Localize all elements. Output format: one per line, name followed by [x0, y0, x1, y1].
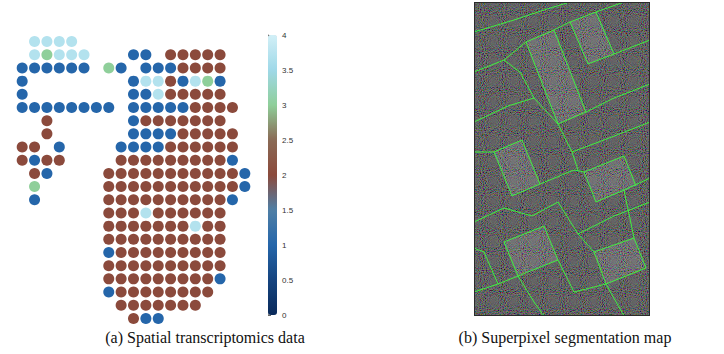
svg-text:3.5: 3.5 [282, 66, 294, 75]
svg-text:2: 2 [282, 171, 287, 180]
html-text:(b) Superpixel segmentation ma: (b) Superpixel segmentation map [458, 329, 672, 346]
svg-text:1: 1 [282, 241, 287, 250]
svg-text:3: 3 [282, 101, 287, 110]
svg-text:2.5: 2.5 [282, 136, 294, 145]
svg-text:4: 4 [282, 31, 287, 40]
svg-text:0: 0 [282, 311, 287, 320]
html-text:(a) Spatial transcriptomics da: (a) Spatial transcriptomics data [105, 329, 305, 346]
svg-text:0.5: 0.5 [282, 276, 294, 285]
svg-text:1.5: 1.5 [282, 206, 294, 215]
